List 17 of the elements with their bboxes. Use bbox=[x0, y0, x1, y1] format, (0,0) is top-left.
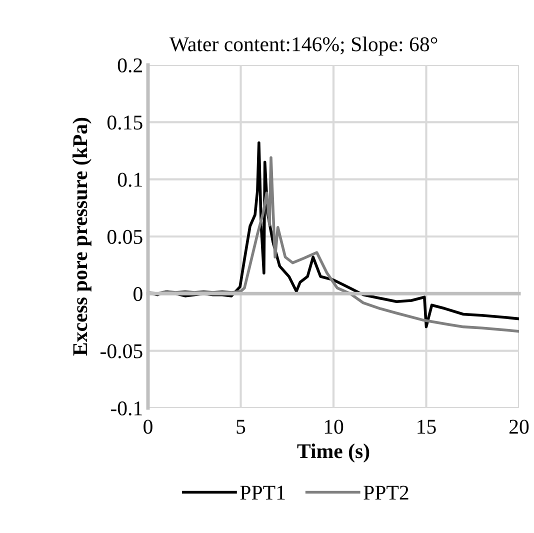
x-tick-label: 15 bbox=[418, 420, 436, 434]
y-tick-label: 0.1 bbox=[118, 172, 142, 187]
legend-label: PPT1 bbox=[240, 486, 285, 500]
x-tick-label: 5 bbox=[236, 420, 246, 434]
chart-title: Water content:146%; Slope: 68° bbox=[169, 36, 438, 56]
y-tick-label: -0.1 bbox=[110, 401, 142, 416]
x-tick-label: 10 bbox=[324, 420, 344, 434]
y-tick-label: 0.2 bbox=[118, 58, 142, 73]
x-axis-title: Time (s) bbox=[297, 444, 370, 462]
y-tick-label: 0 bbox=[134, 287, 142, 302]
y-axis-title: Excess pore pressure (kPa) bbox=[72, 118, 92, 356]
x-tick-label: 0 bbox=[144, 420, 152, 434]
y-tick-label: 0.15 bbox=[107, 116, 142, 130]
y-tick-label: -0.05 bbox=[100, 344, 142, 358]
x-tick-label: 20 bbox=[510, 420, 529, 434]
legend-label: PPT2 bbox=[364, 486, 408, 500]
y-tick-label: 0.05 bbox=[107, 230, 142, 244]
